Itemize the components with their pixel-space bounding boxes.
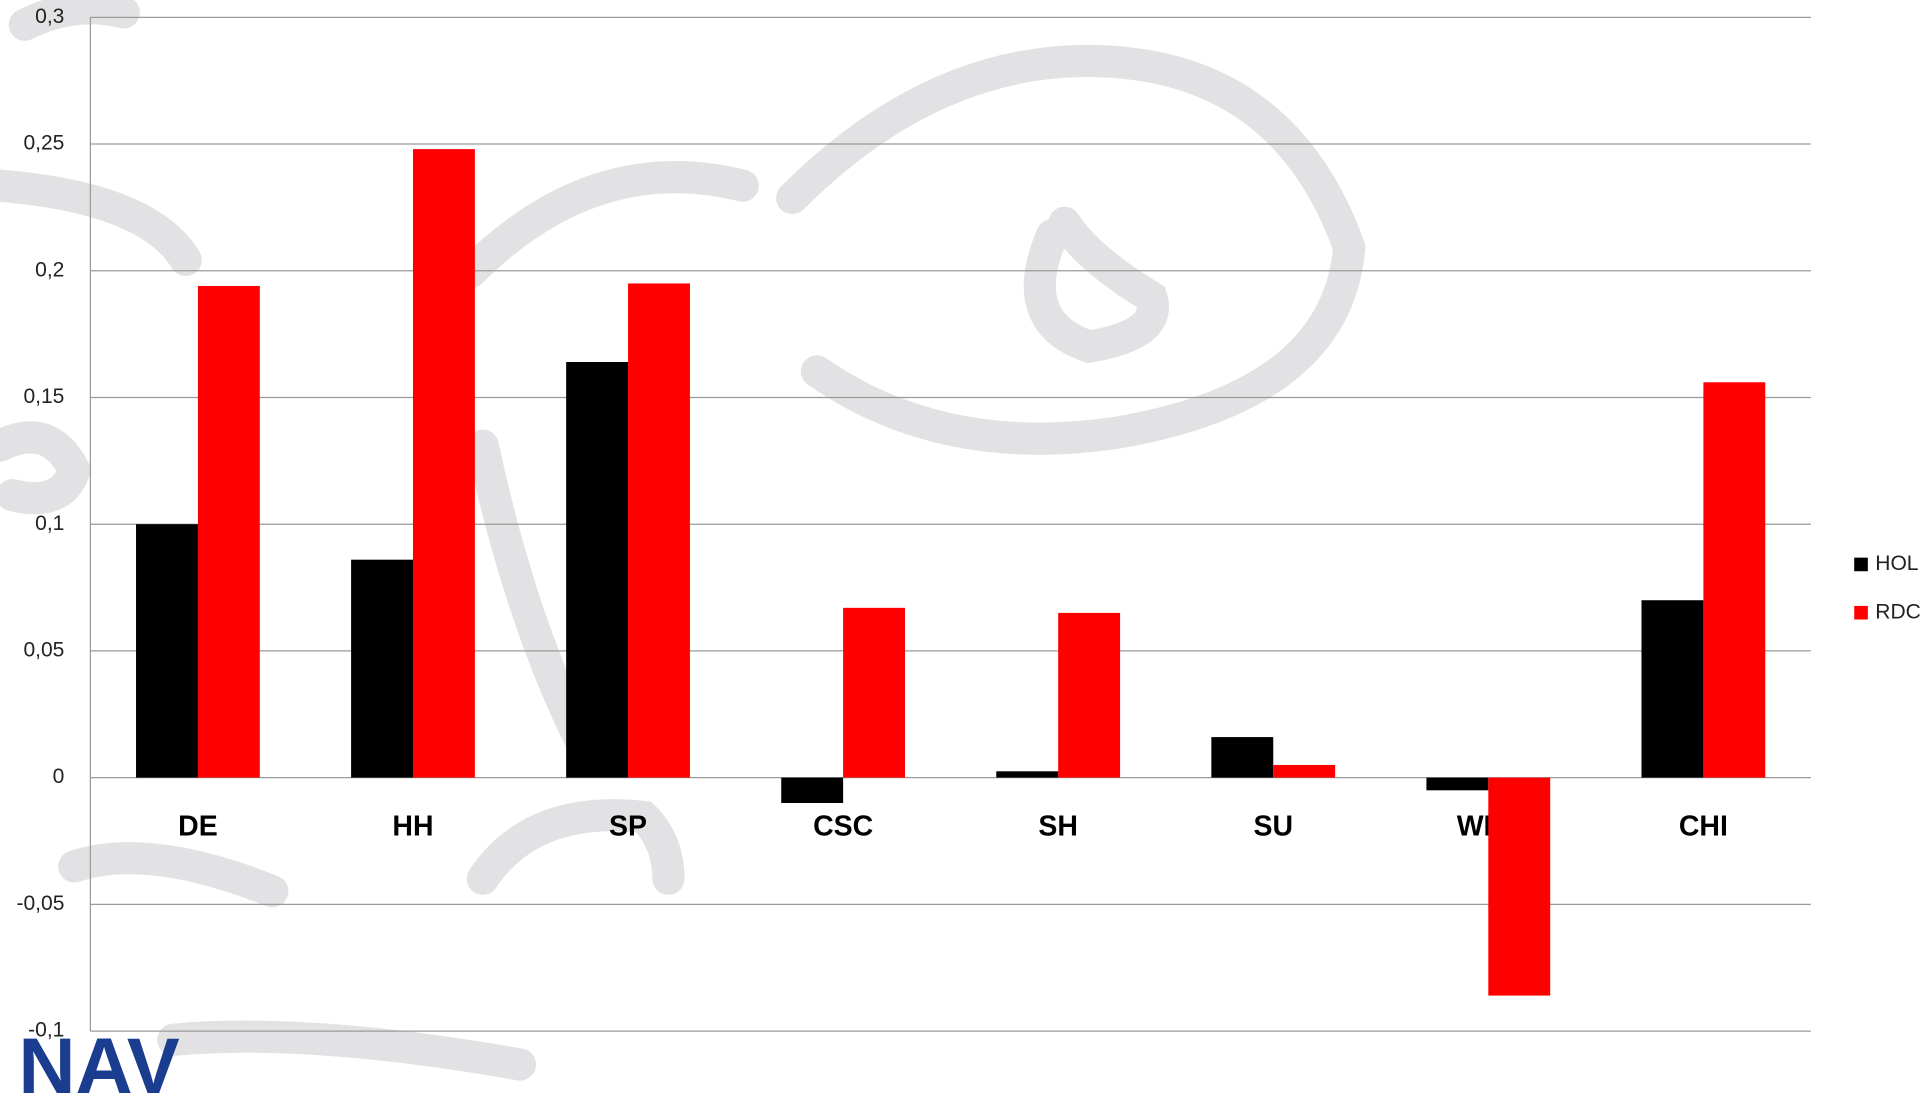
watermark <box>0 0 1366 1081</box>
y-tick-label: 0 <box>53 765 65 788</box>
x-tick-label: SH <box>1038 811 1078 843</box>
y-tick-label: 0,1 <box>35 512 64 535</box>
x-tick-label: CSC <box>813 811 873 843</box>
bar <box>1703 382 1766 778</box>
logo: NAV <box>18 1021 180 1102</box>
bar <box>1641 600 1704 778</box>
y-tick-label: 0,05 <box>23 638 64 661</box>
x-tick-label: HH <box>392 811 433 843</box>
y-tick-label: 0,2 <box>35 258 64 281</box>
x-tick-label: CHI <box>1679 811 1728 843</box>
legend-label: HOL <box>1875 552 1918 575</box>
bar <box>1058 612 1121 778</box>
y-tick-label: -0,1 <box>28 1019 64 1042</box>
y-tick-label: 0,15 <box>23 385 64 408</box>
legend-swatch <box>1854 557 1868 572</box>
bar <box>996 771 1059 778</box>
bar <box>351 559 413 778</box>
x-tick-label: SU <box>1253 811 1293 843</box>
bar <box>628 283 690 778</box>
bar <box>843 607 906 778</box>
x-tick-label: SP <box>609 811 647 843</box>
bar <box>566 362 629 778</box>
y-tick-label: 0,25 <box>23 132 64 155</box>
x-tick-label: DE <box>178 811 218 843</box>
bar <box>1426 777 1489 791</box>
bar <box>1273 764 1336 778</box>
bar <box>412 149 475 778</box>
bar <box>136 524 198 778</box>
y-tick-label: -0,05 <box>16 892 64 915</box>
bar <box>1488 777 1551 996</box>
bar <box>1211 737 1274 778</box>
bar <box>197 285 260 778</box>
legend-label: RDC <box>1875 600 1921 623</box>
y-tick-label: 0,3 <box>35 5 64 28</box>
bar <box>781 777 844 803</box>
legend-swatch <box>1854 605 1868 620</box>
